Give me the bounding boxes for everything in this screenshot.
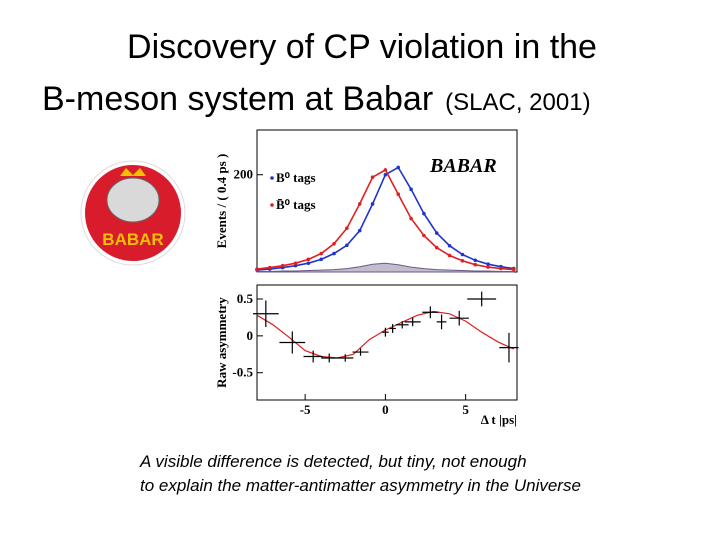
data-point — [486, 265, 490, 269]
data-point — [370, 202, 375, 206]
data-point — [511, 267, 516, 272]
y-axis-label: Events / ( 0.4 ps ) — [214, 154, 229, 249]
data-point — [460, 259, 465, 263]
caption: to explain the matter-antimatter asymmet… — [140, 476, 581, 495]
data-point — [422, 233, 426, 238]
data-point — [396, 192, 401, 196]
data-point — [486, 262, 490, 267]
data-point — [383, 172, 388, 177]
legend-marker — [270, 203, 274, 207]
data-point — [357, 202, 362, 206]
x-tick-label: 0 — [382, 402, 389, 417]
data-point — [293, 261, 298, 266]
data-point — [357, 228, 362, 233]
annotation: BABAR — [429, 155, 497, 177]
data-point — [255, 267, 259, 271]
title-line: Discovery of CP violation in the — [127, 28, 597, 66]
data-point — [473, 258, 478, 263]
background-area — [256, 262, 515, 273]
caption: A visible difference is detected, but ti… — [139, 452, 527, 471]
y-tick-label: 200 — [234, 167, 254, 182]
y-axis-label: Raw asymmetry — [214, 297, 229, 388]
logo-crown — [120, 168, 146, 176]
data-point — [306, 257, 311, 262]
y-tick-label: -0.5 — [232, 365, 253, 380]
data-point — [332, 251, 336, 256]
logo: BABAR — [80, 160, 186, 266]
data-point — [434, 245, 439, 250]
data-point — [409, 187, 413, 192]
data-point — [345, 243, 349, 248]
title-text: B-meson system at Babar — [42, 80, 433, 118]
data-point — [319, 251, 323, 256]
title-line: B-meson system at Babar (SLAC, 2001) — [42, 80, 591, 118]
logo-elephant — [106, 177, 160, 223]
legend-marker — [270, 176, 274, 180]
data-point — [383, 168, 388, 172]
data-point — [396, 165, 401, 170]
logo-text: BABAR — [102, 230, 163, 249]
data-point — [280, 263, 285, 268]
data-point — [473, 262, 478, 267]
data-point — [306, 261, 311, 266]
data-point — [319, 257, 323, 262]
y-tick-label: 0.5 — [237, 291, 254, 306]
plot-frame — [256, 284, 518, 401]
title-note: (SLAC, 2001) — [445, 89, 590, 116]
legend-label: B⁰ tags — [276, 170, 316, 185]
data-point — [434, 231, 439, 235]
x-axis-label: Δ t |ps| — [481, 412, 517, 427]
data-point — [447, 253, 452, 258]
data-point — [268, 265, 272, 270]
y-tick-label: 0 — [247, 328, 254, 343]
data-point — [409, 216, 413, 221]
data-point — [422, 211, 426, 216]
x-tick-label: 5 — [462, 402, 469, 417]
data-point — [460, 252, 465, 257]
data-point — [345, 226, 349, 231]
data-point — [370, 175, 375, 179]
x-tick-label: -5 — [300, 402, 311, 417]
legend-label: B̄⁰ tags — [276, 197, 316, 212]
data-point — [332, 241, 336, 246]
data-point — [499, 266, 503, 271]
data-point — [447, 243, 452, 248]
